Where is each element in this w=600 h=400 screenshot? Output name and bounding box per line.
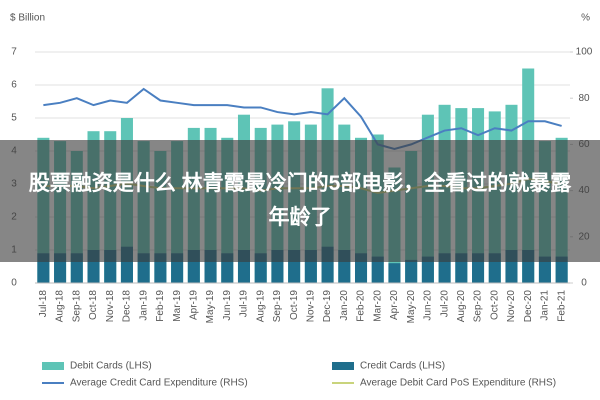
- x-tick-label: Aug-19: [255, 290, 266, 323]
- x-tick-label: Oct-19: [289, 290, 300, 320]
- banner-text: 股票融资是什么 林青霞最冷门的5部电影，全看过的就暴露年龄了: [28, 172, 572, 229]
- x-tick-label: Jan-20: [339, 290, 350, 321]
- x-tick-label: Feb-19: [155, 290, 166, 322]
- legend-swatch: [332, 362, 354, 370]
- bar: [421, 256, 434, 283]
- y2-tick-label: 0: [581, 278, 587, 289]
- bar: [555, 256, 568, 283]
- x-tick-label: Jan-19: [138, 290, 149, 321]
- y-tick-label: 5: [11, 113, 17, 124]
- x-tick-label: Sep-20: [473, 290, 484, 323]
- y2-tick-label: 100: [576, 47, 593, 58]
- x-tick-label: Nov-19: [306, 290, 317, 323]
- x-tick-label: Dec-18: [122, 290, 133, 323]
- bar: [405, 259, 418, 283]
- x-tick-label: Oct-20: [489, 290, 500, 320]
- x-tick-label: Mar-19: [172, 290, 183, 322]
- x-tick-label: Apr-19: [188, 290, 199, 320]
- y-tick-label: 7: [11, 47, 17, 58]
- x-tick-label: Feb-20: [356, 290, 367, 322]
- y2-tick-label: 80: [578, 93, 590, 104]
- x-tick-label: Feb-21: [556, 290, 567, 322]
- x-tick-label: Jul-20: [439, 290, 450, 318]
- bar: [371, 256, 384, 283]
- x-tick-label: Jun-20: [423, 290, 434, 321]
- legend-label: Credit Cards (LHS): [360, 361, 445, 372]
- y-tick-label: 6: [11, 80, 17, 91]
- x-tick-label: Jun-19: [222, 290, 233, 321]
- x-tick-label: May-20: [406, 290, 417, 324]
- y-tick-label: 0: [11, 278, 17, 289]
- legend-label: Debit Cards (LHS): [70, 361, 152, 372]
- x-tick-label: Aug-20: [456, 290, 467, 323]
- y2-unit: %: [581, 13, 590, 24]
- y-unit: $ Billion: [10, 13, 45, 24]
- x-tick-label: Nov-18: [105, 290, 116, 323]
- x-tick-label: Aug-18: [55, 290, 66, 323]
- legend-label: Average Credit Card Expenditure (RHS): [70, 378, 248, 389]
- x-tick-label: Nov-20: [506, 290, 517, 323]
- x-tick-label: Jul-19: [239, 290, 250, 318]
- x-tick-label: Oct-18: [88, 290, 99, 320]
- x-tick-label: Mar-20: [372, 290, 383, 322]
- line: [43, 87, 562, 151]
- x-tick-label: Jul-18: [38, 290, 49, 318]
- banner: 股票融资是什么 林青霞最冷门的5部电影，全看过的就暴露年龄了: [0, 140, 600, 262]
- legend-swatch: [42, 362, 64, 370]
- legend-label: Average Debit Card PoS Expenditure (RHS): [360, 378, 556, 389]
- x-tick-label: Apr-20: [389, 290, 400, 320]
- x-tick-label: Dec-20: [523, 290, 534, 323]
- bar: [388, 263, 401, 283]
- x-tick-label: Dec-19: [322, 290, 333, 323]
- bar: [538, 256, 551, 283]
- x-tick-label: May-19: [205, 290, 216, 324]
- x-tick-label: Sep-18: [71, 290, 82, 323]
- x-tick-label: Sep-19: [272, 290, 283, 323]
- x-tick-label: Jan-21: [540, 290, 551, 321]
